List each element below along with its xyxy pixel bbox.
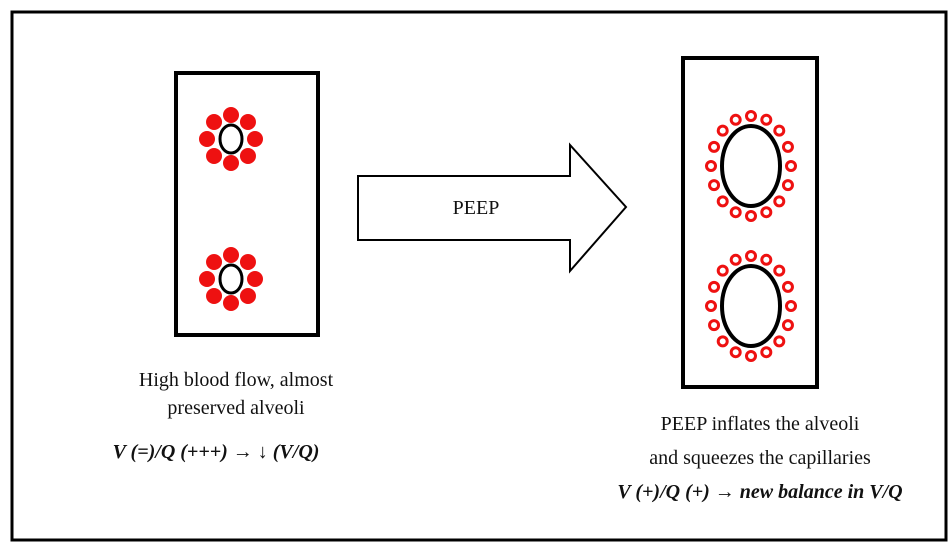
right-formula: V (+)/Q (+) → new balance in V/Q — [617, 481, 902, 503]
capillary — [716, 124, 729, 137]
left-formula: V (=)/Q (+++) → ↓ (V/Q) — [113, 441, 320, 463]
capillary — [705, 160, 717, 172]
capillary — [239, 287, 256, 304]
capillary — [708, 179, 721, 192]
capillary — [729, 206, 742, 219]
capillary — [716, 195, 729, 208]
capillary — [760, 113, 773, 126]
capillary — [745, 110, 757, 122]
capillary — [239, 254, 256, 271]
capillary — [206, 114, 223, 131]
capillary — [785, 160, 797, 172]
capillary — [239, 147, 256, 164]
capillary — [729, 113, 742, 126]
capillary — [716, 335, 729, 348]
capillary — [781, 179, 794, 192]
capillary — [223, 247, 239, 263]
capillary — [745, 250, 757, 262]
capillary — [781, 319, 794, 332]
right-caption: PEEP inflates the alveoli — [661, 413, 860, 435]
arrow — [357, 142, 628, 274]
capillary — [773, 264, 786, 277]
capillary — [781, 140, 794, 153]
capillary — [206, 254, 223, 271]
capillary — [708, 280, 721, 293]
capillary — [708, 140, 721, 153]
capillary — [708, 319, 721, 332]
capillary — [785, 300, 797, 312]
capillary — [199, 271, 215, 287]
capillary — [729, 253, 742, 266]
capillary — [729, 346, 742, 359]
alveolus — [720, 264, 782, 348]
alveolus — [720, 124, 782, 208]
capillary — [745, 350, 757, 362]
capillary — [206, 287, 223, 304]
capillary — [247, 271, 263, 287]
alveoli — [199, 107, 797, 362]
left-caption: High blood flow, almost — [139, 369, 334, 391]
capillary — [760, 253, 773, 266]
left-caption: preserved alveoli — [167, 397, 305, 419]
arrow-label: PEEP — [453, 197, 500, 219]
capillary — [206, 147, 223, 164]
capillary — [705, 300, 717, 312]
capillary — [760, 206, 773, 219]
alveolus — [218, 123, 244, 155]
capillary — [239, 114, 256, 131]
capillary — [716, 264, 729, 277]
capillary — [223, 107, 239, 123]
capillary — [223, 155, 239, 171]
capillary — [760, 346, 773, 359]
capillary — [781, 280, 794, 293]
capillary — [223, 295, 239, 311]
capillary — [773, 335, 786, 348]
right-caption: and squeezes the capillaries — [649, 447, 871, 469]
capillary — [745, 210, 757, 222]
capillary — [199, 131, 215, 147]
alveolus — [218, 263, 244, 295]
capillary — [773, 195, 786, 208]
capillary — [773, 124, 786, 137]
capillary — [247, 131, 263, 147]
